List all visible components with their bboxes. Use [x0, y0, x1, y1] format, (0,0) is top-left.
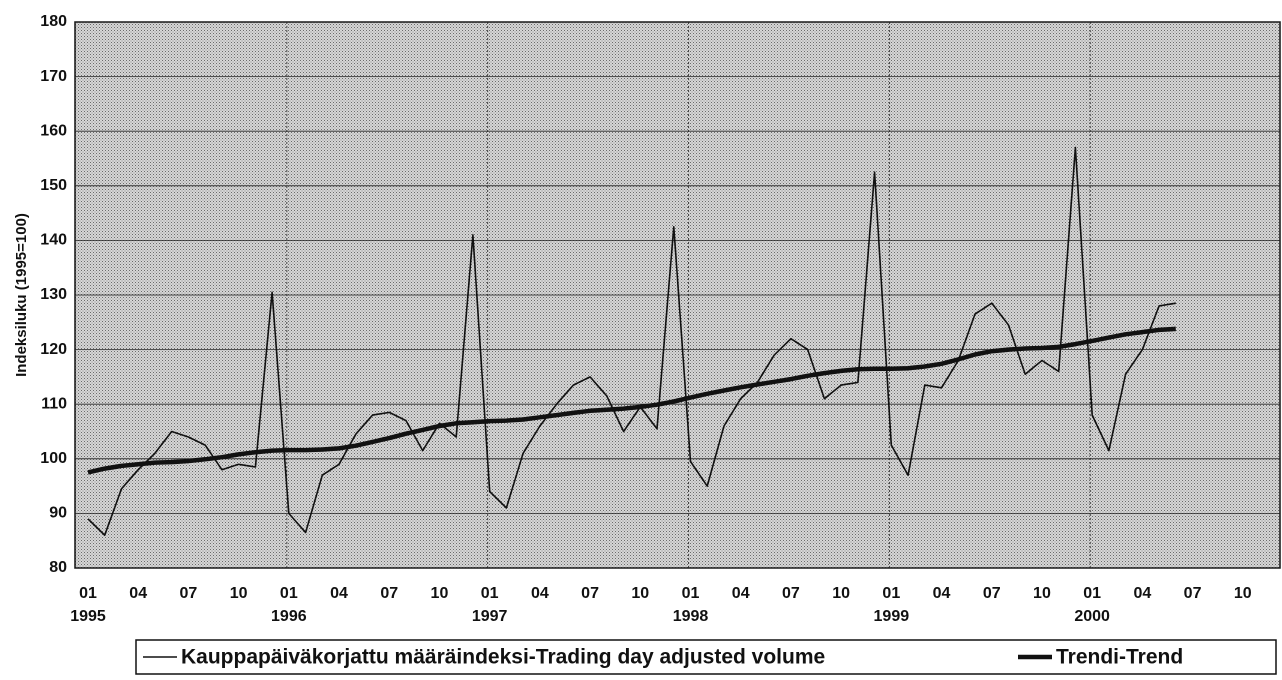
x-year-label: 1997: [472, 608, 508, 625]
x-tick-label: 04: [732, 585, 750, 602]
x-tick-label: 07: [983, 585, 1001, 602]
x-year-label: 1996: [271, 608, 307, 625]
x-tick-label: 10: [832, 585, 850, 602]
x-tick-label: 01: [280, 585, 298, 602]
legend-label: Trendi-Trend: [1056, 646, 1183, 669]
x-year-label: 1995: [70, 608, 106, 625]
legend-label: Kauppapäiväkorjattu määräindeksi-Trading…: [181, 646, 825, 669]
x-tick-label: 07: [1184, 585, 1202, 602]
y-tick-label: 90: [49, 505, 67, 522]
x-year-label: 1999: [874, 608, 910, 625]
y-tick-label: 180: [40, 13, 67, 30]
x-year-label: 1998: [673, 608, 709, 625]
x-tick-label: 01: [882, 585, 900, 602]
x-tick-label: 01: [481, 585, 499, 602]
x-tick-label: 04: [330, 585, 348, 602]
x-tick-label: 10: [631, 585, 649, 602]
x-tick-label: 10: [230, 585, 248, 602]
x-tick-label: 07: [782, 585, 800, 602]
x-tick-label: 04: [933, 585, 951, 602]
x-tick-label: 04: [531, 585, 549, 602]
x-year-label: 2000: [1074, 608, 1110, 625]
x-tick-label: 01: [682, 585, 700, 602]
x-tick-label: 10: [431, 585, 449, 602]
y-tick-label: 130: [40, 286, 67, 303]
legend-box: [135, 639, 1277, 675]
y-tick-label: 140: [40, 232, 67, 249]
y-tick-label: 160: [40, 122, 67, 139]
series-line: [87, 326, 1176, 475]
series-line: [87, 146, 1176, 536]
x-tick-label: 01: [79, 585, 97, 602]
y-tick-label: 100: [40, 450, 67, 467]
x-tick-label: 07: [581, 585, 599, 602]
x-tick-label: 07: [380, 585, 398, 602]
y-tick-label: 110: [41, 395, 67, 412]
y-tick-label: 80: [49, 559, 67, 576]
x-tick-label: 07: [180, 585, 198, 602]
y-tick-label: 170: [40, 68, 67, 85]
x-tick-label: 04: [1133, 585, 1151, 602]
y-tick-label: 150: [40, 177, 67, 194]
x-tick-label: 04: [129, 585, 147, 602]
x-tick-label: 01: [1083, 585, 1101, 602]
x-tick-label: 10: [1234, 585, 1252, 602]
y-tick-label: 120: [40, 341, 67, 358]
y-axis-label: Indeksiluku (1995=100): [13, 213, 30, 377]
x-tick-label: 10: [1033, 585, 1051, 602]
